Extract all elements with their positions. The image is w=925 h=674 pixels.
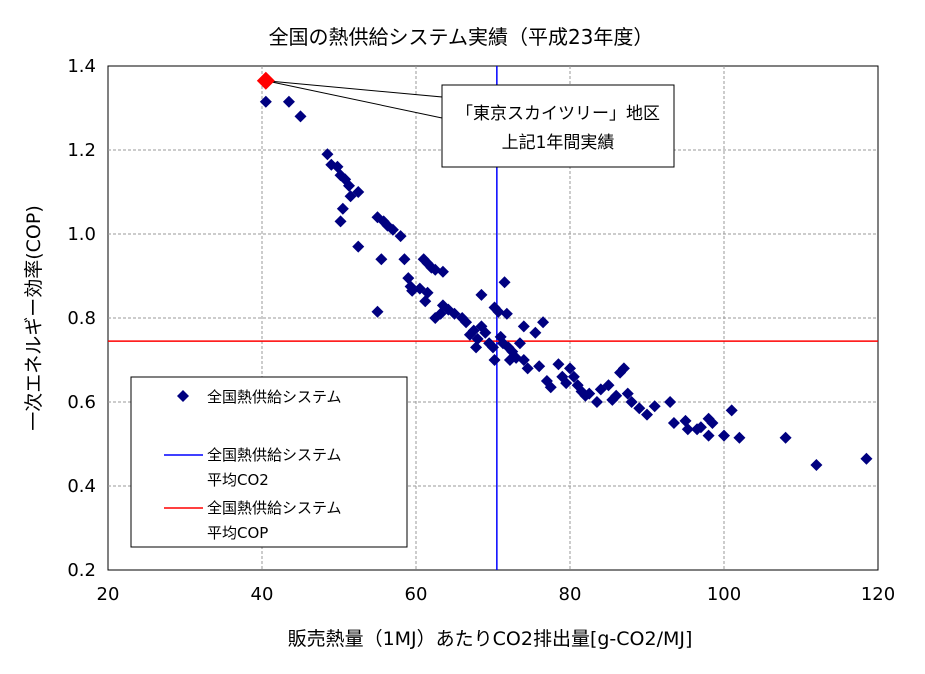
data-point: [352, 186, 365, 198]
data-point: [621, 387, 634, 400]
data-point: [334, 215, 347, 228]
data-point: [602, 379, 615, 392]
data-point: [475, 288, 488, 301]
x-tick-label: 80: [559, 584, 582, 605]
data-point: [860, 452, 873, 465]
data-point: [564, 362, 576, 375]
data-point: [502, 341, 515, 354]
data-point: [706, 417, 719, 429]
highlight-marker: [256, 71, 275, 90]
data-point: [343, 179, 356, 192]
y-tick-label: 0.8: [67, 308, 96, 329]
data-point: [517, 320, 530, 333]
data-point: [610, 389, 623, 402]
data-point: [479, 326, 492, 339]
legend: 全国熱供給システム 全国熱供給システム 平均CO2 全国熱供給システム 平均CO…: [130, 376, 408, 548]
callout-box: [441, 84, 675, 168]
highlight-callout: 「東京スカイツリー」地区 上記1年間実績: [256, 71, 675, 168]
data-point: [583, 387, 596, 400]
chart-title: 全国の熱供給システム実績（平成23年度）: [269, 25, 654, 49]
data-point: [336, 202, 349, 215]
data-point: [282, 95, 295, 108]
data-point: [471, 333, 484, 345]
data-point: [500, 307, 513, 320]
data-point: [521, 362, 534, 375]
data-point: [513, 337, 526, 350]
data-point: [664, 396, 677, 408]
data-point: [386, 223, 399, 236]
y-tick-label: 1.0: [67, 224, 96, 245]
legend-label-avg-cop-line2: 平均COP: [207, 524, 268, 542]
y-axis-ticks: 0.2 0.4 0.6 0.8 1.0 1.2 1.4: [67, 56, 96, 581]
data-point: [702, 429, 715, 442]
data-point: [460, 316, 473, 329]
y-tick-label: 1.2: [67, 140, 96, 161]
x-tick-label: 60: [405, 584, 428, 605]
data-point: [667, 417, 680, 429]
legend-box: [130, 376, 408, 548]
data-point: [529, 326, 542, 339]
data-point: [487, 341, 499, 354]
legend-label-avg-co2-line1: 全国熱供給システム: [207, 446, 342, 464]
x-tick-label: 120: [861, 584, 895, 605]
data-point: [590, 396, 603, 408]
data-point: [503, 354, 516, 366]
data-point: [733, 431, 746, 444]
data-point: [560, 377, 573, 390]
x-axis-ticks: 20 40 60 80 100 120: [97, 584, 896, 605]
x-tick-label: 40: [251, 584, 274, 605]
data-point: [352, 240, 365, 253]
data-point: [625, 396, 638, 408]
data-point: [537, 316, 550, 329]
y-tick-label: 0.6: [67, 392, 96, 413]
data-point: [633, 402, 646, 415]
data-point: [294, 110, 307, 123]
legend-label-avg-co2-line2: 平均CO2: [207, 471, 269, 489]
y-tick-label: 0.2: [67, 560, 96, 581]
data-point: [375, 253, 388, 266]
data-point: [436, 265, 449, 278]
data-point: [779, 431, 792, 444]
data-point: [402, 272, 415, 285]
data-point: [470, 341, 483, 354]
data-point: [552, 358, 565, 371]
data-point: [617, 362, 630, 375]
data-point: [517, 354, 530, 366]
data-point: [321, 148, 334, 161]
callout-line-2: 上記1年間実績: [502, 133, 615, 153]
data-point: [398, 253, 411, 266]
data-point: [544, 381, 557, 394]
data-point: [725, 404, 738, 417]
y-axis-label: 一次エネルギー効率(COP): [23, 205, 45, 431]
data-point: [419, 295, 432, 308]
x-tick-label: 100: [707, 584, 741, 605]
legend-marker-diamond: [177, 390, 189, 402]
data-point: [694, 421, 707, 434]
data-point: [492, 305, 505, 318]
data-point: [681, 423, 694, 436]
data-point: [718, 429, 730, 442]
data-point: [567, 370, 580, 383]
data-point: [259, 95, 272, 108]
data-point: [641, 408, 653, 421]
data-points: [259, 95, 873, 471]
data-point: [371, 305, 384, 318]
callout-line-1: 「東京スカイツリー」地区: [456, 104, 660, 124]
legend-label-series: 全国熱供給システム: [207, 388, 342, 406]
data-point: [533, 360, 546, 373]
data-point: [498, 276, 511, 289]
data-point: [648, 400, 661, 413]
data-point: [488, 354, 501, 366]
x-axis-label: 販売熱量（1MJ）あたりCO2排出量[g-CO2/MJ]: [288, 628, 693, 650]
y-tick-label: 0.4: [67, 476, 96, 497]
y-tick-label: 1.4: [67, 56, 96, 77]
x-tick-label: 20: [97, 584, 120, 605]
data-point: [394, 230, 407, 243]
data-point: [810, 459, 823, 471]
data-point: [679, 414, 692, 427]
data-point: [421, 286, 434, 299]
legend-label-avg-cop-line1: 全国熱供給システム: [207, 499, 342, 517]
